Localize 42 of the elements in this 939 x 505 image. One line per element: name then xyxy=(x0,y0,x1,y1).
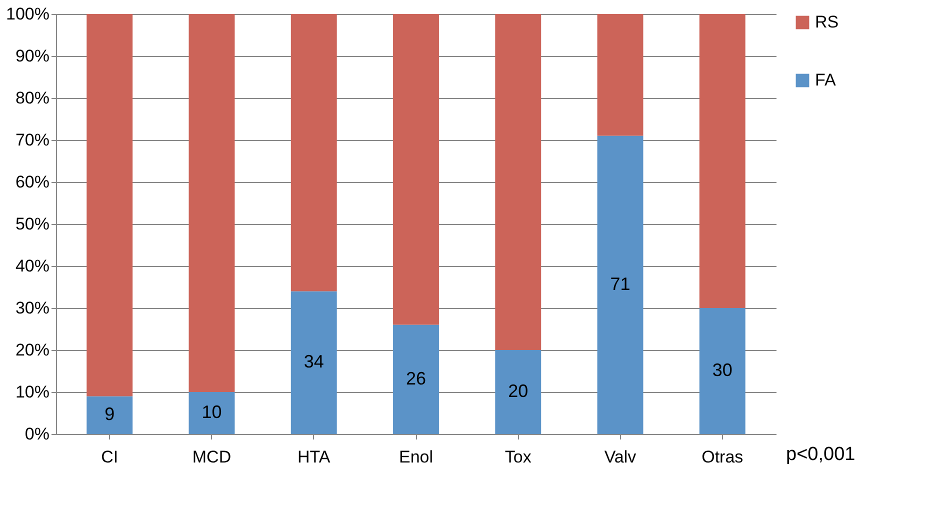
data-label: 10 xyxy=(202,402,222,422)
bar xyxy=(393,324,439,434)
y-tick-label: 40% xyxy=(15,256,50,276)
bar xyxy=(86,396,133,434)
bar xyxy=(495,350,542,434)
data-label: 9 xyxy=(104,404,115,424)
y-tick-label: 50% xyxy=(15,214,50,234)
x-tick-label: CI xyxy=(101,448,118,466)
text: p<0,001 xyxy=(786,444,856,465)
y-tick-label: 30% xyxy=(15,298,50,318)
y-tick-label: 20% xyxy=(15,340,50,360)
bar xyxy=(86,14,133,396)
bar xyxy=(188,14,235,392)
bar xyxy=(290,291,337,434)
x-tick-label: Otras xyxy=(702,448,744,466)
y-tick-label: 60% xyxy=(15,172,50,192)
bar xyxy=(699,308,746,434)
legend-label: FA xyxy=(815,70,836,90)
x-tick-label: Valv xyxy=(604,448,637,466)
bar xyxy=(597,136,644,434)
y-tick-label: 80% xyxy=(15,88,50,108)
data-label: 71 xyxy=(610,274,630,294)
x-tick-label: Enol xyxy=(398,448,434,466)
legend-label: RS xyxy=(815,12,839,32)
y-tick-label: 10% xyxy=(15,382,50,402)
bar xyxy=(699,14,746,308)
y-tick-label: 100% xyxy=(6,4,50,24)
bar xyxy=(290,14,337,292)
y-tick-label: 70% xyxy=(15,130,50,150)
data-label: 26 xyxy=(406,368,426,388)
data-label: 30 xyxy=(712,360,732,380)
x-tick-label: Tox xyxy=(504,448,532,466)
data-label: 34 xyxy=(304,352,324,372)
x-tick-label: MCD xyxy=(192,448,232,466)
data-label: 20 xyxy=(508,381,528,401)
bar xyxy=(495,14,542,350)
bar xyxy=(188,392,235,434)
x-tick-label: HTA xyxy=(297,448,331,466)
bar xyxy=(393,14,439,325)
y-tick-label: 0% xyxy=(24,424,50,444)
y-tick-label: 90% xyxy=(15,46,50,66)
bar xyxy=(597,14,644,136)
